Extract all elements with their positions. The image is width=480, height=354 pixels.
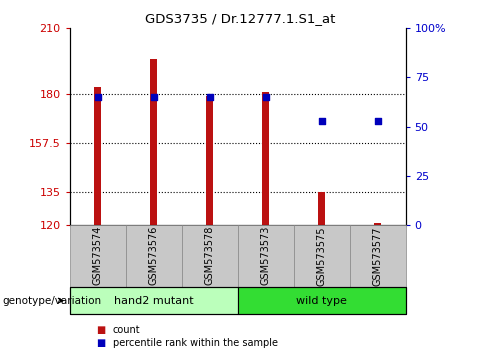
Text: GSM573574: GSM573574 bbox=[93, 226, 103, 285]
Point bbox=[374, 118, 382, 124]
Text: genotype/variation: genotype/variation bbox=[2, 296, 102, 306]
Point bbox=[318, 118, 325, 124]
Text: hand2 mutant: hand2 mutant bbox=[114, 296, 193, 306]
Text: GSM573573: GSM573573 bbox=[261, 226, 271, 285]
Point bbox=[262, 94, 269, 100]
Point bbox=[94, 94, 101, 100]
Bar bbox=[318, 192, 325, 225]
Bar bbox=[150, 59, 157, 225]
Text: count: count bbox=[113, 325, 141, 335]
Text: GSM573578: GSM573578 bbox=[204, 226, 215, 285]
Bar bbox=[94, 87, 101, 225]
Point bbox=[206, 94, 214, 100]
Point bbox=[150, 94, 157, 100]
Text: ■: ■ bbox=[96, 325, 105, 335]
Text: wild type: wild type bbox=[296, 296, 347, 306]
Text: GSM573575: GSM573575 bbox=[317, 226, 326, 286]
Text: percentile rank within the sample: percentile rank within the sample bbox=[113, 338, 278, 348]
Text: ■: ■ bbox=[96, 338, 105, 348]
Text: GDS3735 / Dr.12777.1.S1_at: GDS3735 / Dr.12777.1.S1_at bbox=[145, 12, 335, 25]
Bar bbox=[374, 223, 381, 225]
Bar bbox=[206, 96, 213, 225]
Text: GSM573577: GSM573577 bbox=[372, 226, 383, 286]
Text: GSM573576: GSM573576 bbox=[149, 226, 158, 285]
Bar bbox=[262, 92, 269, 225]
